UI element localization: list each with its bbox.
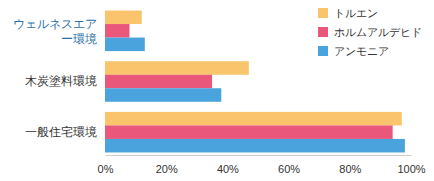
y-tick: 一般住宅環境: [25, 125, 105, 139]
legend: トルエンホルムアルデヒドアンモニア: [318, 7, 422, 58]
x-tick: 80%: [339, 155, 361, 175]
x-tick-label: 40%: [217, 163, 239, 175]
legend-swatch: [318, 46, 328, 56]
bar: [105, 88, 221, 102]
x-tick: 20%: [156, 155, 178, 175]
x-tick-label: 60%: [278, 163, 300, 175]
legend-item: ホルムアルデヒド: [318, 26, 422, 39]
y-axis: ウェルネスエアー環境木炭塗料環境一般住宅環境: [13, 17, 105, 139]
chart: 0% 20% 40% 60% 80% 100% ウェルネスエアー環境木炭塗料環境一般住宅環境…: [0, 0, 434, 181]
bar: [105, 61, 249, 75]
x-axis-line: [106, 155, 412, 156]
x-tick-label: 20%: [156, 163, 178, 175]
y-tick: ウェルネスエアー環境: [13, 17, 105, 46]
y-tick-label: 一般住宅環境: [25, 125, 97, 139]
legend-swatch: [318, 27, 328, 37]
bar: [105, 11, 142, 25]
x-axis: 0% 20% 40% 60% 80% 100%: [98, 155, 426, 175]
bar: [105, 125, 393, 139]
legend-swatch: [318, 8, 328, 18]
x-tick-label: 0%: [98, 163, 114, 175]
y-tick-label: ウェルネスエアー環境: [13, 17, 97, 46]
bar: [105, 75, 212, 89]
legend-item: トルエン: [318, 7, 378, 20]
y-tick: 木炭塗料環境: [25, 74, 105, 88]
legend-label: アンモニア: [334, 45, 389, 58]
bar: [105, 24, 129, 38]
legend-item: アンモニア: [318, 45, 389, 58]
x-tick: 40%: [217, 155, 239, 175]
x-tick-label: 80%: [339, 163, 361, 175]
legend-label: トルエン: [334, 7, 378, 20]
legend-label: ホルムアルデヒド: [334, 26, 422, 39]
bar: [105, 38, 145, 52]
x-tick: 100%: [397, 155, 425, 175]
y-tick-label: 木炭塗料環境: [25, 74, 97, 88]
x-tick: 60%: [278, 155, 300, 175]
x-tick-label: 100%: [397, 163, 425, 175]
x-tick: 0%: [98, 155, 114, 175]
plot: 0% 20% 40% 60% 80% 100% ウェルネスエアー環境木炭塗料環境一般住宅環境: [13, 11, 426, 175]
bar: [105, 112, 402, 126]
bar: [105, 139, 405, 153]
